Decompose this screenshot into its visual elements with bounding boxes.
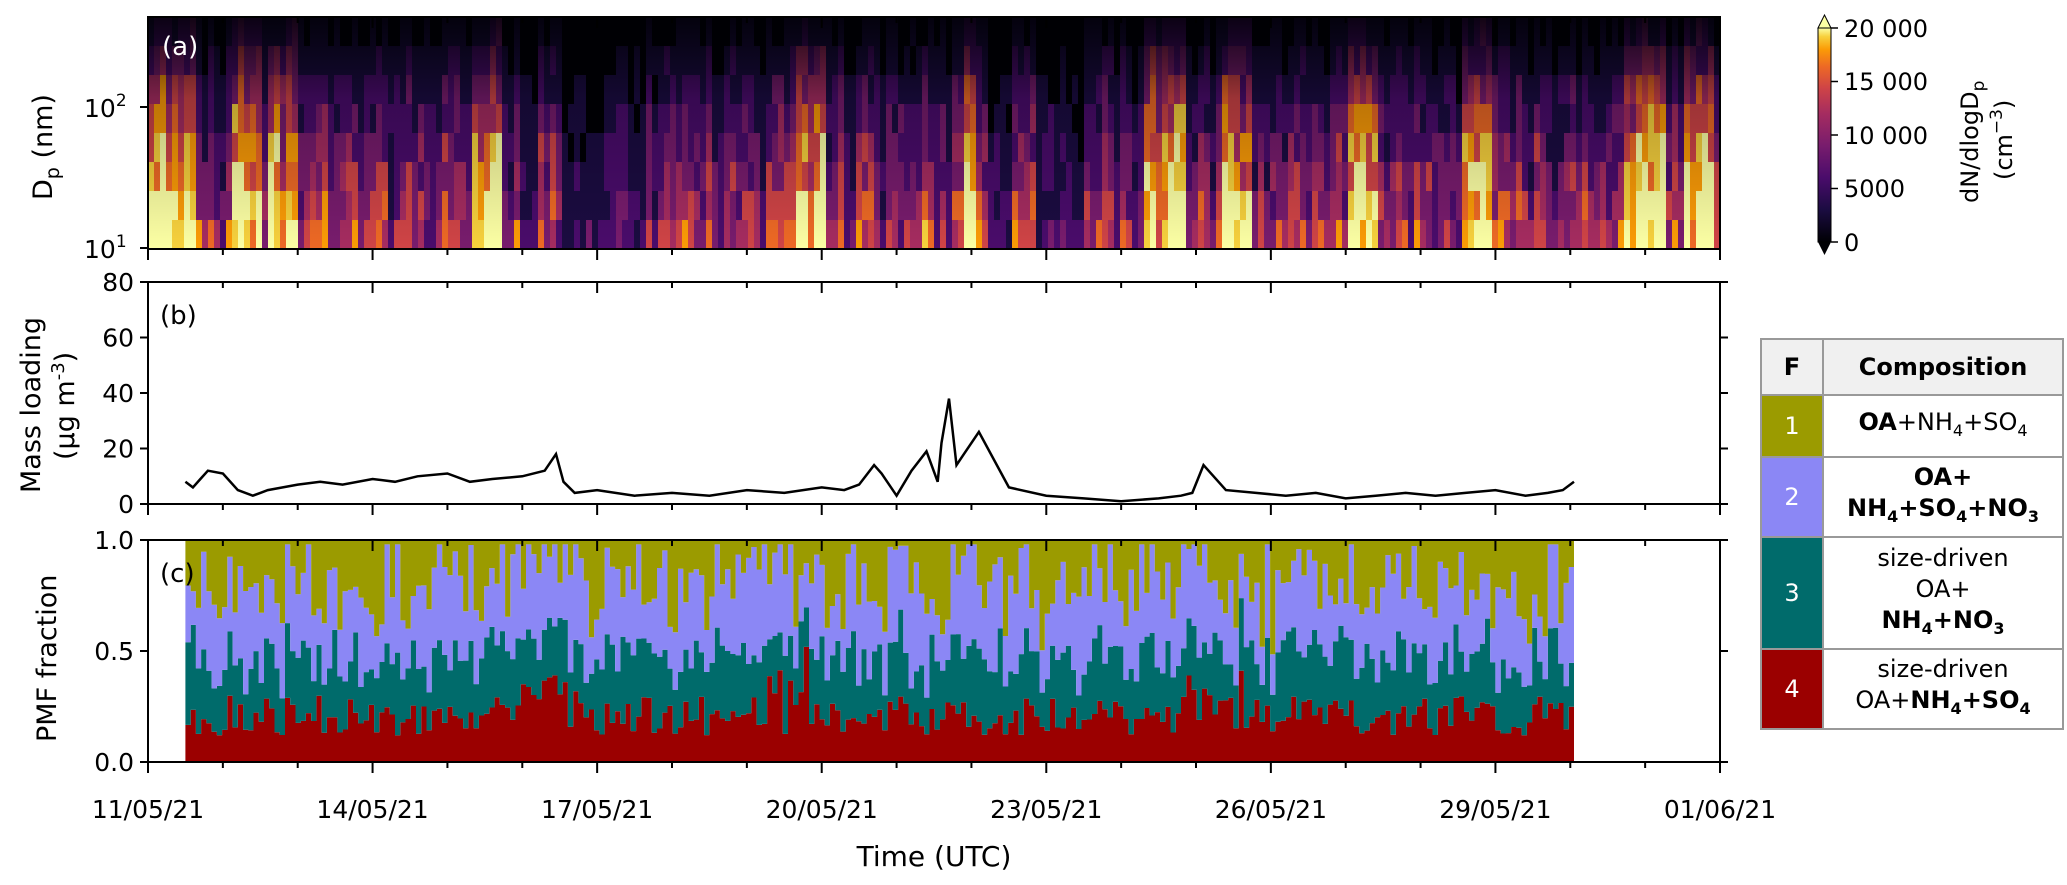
panel-a-label: (a) [162,32,198,62]
colorbar-ticks: 20 000 15 000 10 000 5000 0 [1831,15,1928,257]
panel-a-ylabel: Dp (nm) [28,94,64,200]
cbar-tick-5000: 5000 [1844,175,1905,203]
ytick-b-label: 20 [102,435,134,464]
pmf-fraction-areas [185,540,1574,762]
ylabel-c: PMF fraction [32,575,63,742]
ylabel-a-sub: p [42,167,64,179]
cbar-tick-20000: 20 000 [1844,15,1928,43]
panel-c: (c) 0.0 0.5 1.0 PMF fraction [32,526,1728,777]
panel-b-yticks: 0 20 40 60 80 [102,268,1728,519]
xtick-label: 17/05/21 [541,795,653,824]
legend-header-row: F Composition [1760,338,2064,396]
ytick-c-label: 0.5 [94,637,134,666]
x-axis: 11/05/21 14/05/21 17/05/21 20/05/21 23/05/21… [92,17,1776,824]
pmf-factor-3-area [185,598,1574,736]
legend-composition: OA+NH4+SO4 [1822,394,2064,458]
panel-b-label: (b) [160,301,197,331]
ylabel-b-line1: Mass loading [16,317,47,493]
legend-factor-swatch: 4 [1760,648,1824,730]
ytick-c-label: 1.0 [94,526,134,555]
colorbar-extend-top [1817,13,1832,29]
svg-text:Dp (nm): Dp (nm) [28,94,64,200]
colorbar-extend-bottom [1818,242,1831,255]
ytick-a-10e2: 102 [84,91,127,123]
legend-composition: size-driven OA+NH4+SO4 [1822,648,2064,730]
ytick-b-label: 0 [118,490,134,519]
xtick-label: 29/05/21 [1439,795,1551,824]
ytick-b-label: 40 [102,379,134,408]
pmf-factor-1-area [185,540,1574,655]
cbar-tick-15000: 15 000 [1844,68,1928,96]
pmf-factor-2-area [185,544,1574,699]
panel-a-yticks: 101 102 [84,91,148,264]
legend-row: 4 size-driven OA+NH4+SO4 [1760,648,2064,730]
cbar-tick-10000: 10 000 [1844,122,1928,150]
legend-factor-swatch: 3 [1760,536,1824,650]
legend-table: F Composition 1 OA+NH4+SO4 2 OA+ NH4+SO4+NO3… [1760,338,2064,730]
legend-row: 2 OA+ NH4+SO4+NO3 [1760,456,2064,538]
cbar-tick-0: 0 [1844,229,1859,257]
xtick-label: 14/05/21 [316,795,428,824]
panel-c-yticks: 0.0 0.5 1.0 [94,526,1728,777]
xtick-label: 20/05/21 [766,795,878,824]
legend-body: 1 OA+NH4+SO4 2 OA+ NH4+SO4+NO3 3 size-driven OA… [1760,394,2064,730]
legend-composition: size-driven OA+ NH4+NO3 [1822,536,2064,650]
colorbar-label-line2: (cm−3) [1987,100,2018,180]
legend-header-composition: Composition [1822,338,2064,396]
xtick-label: 11/05/21 [92,795,204,824]
ytick-b-label: 60 [102,324,134,353]
mass-loading-line-segment [184,398,1575,503]
legend-factor-swatch: 1 [1760,394,1824,458]
mass-loading-series [184,398,1720,503]
panel-a: (a) Dp (nm) 101 102 [28,16,1721,264]
legend-row: 1 OA+NH4+SO4 [1760,394,2064,458]
panel-b-frame [147,281,1721,505]
ylabel-b-line2: (µg m-3) [48,352,81,460]
ytick-c-label: 0.0 [94,748,134,777]
ylabel-a-main: D [28,179,59,200]
legend-composition: OA+ NH4+SO4+NO3 [1822,456,2064,538]
colorbar: 20 000 15 000 10 000 5000 0 dN/dlogDp (c… [1817,13,2018,257]
panel-a-frame [147,16,1721,250]
panel-c-label: (c) [160,559,195,589]
colorbar-label-line1: dN/dlogDp [1956,81,1989,203]
legend-header-f: F [1760,338,1824,396]
ylabel-a-unit: (nm) [28,94,59,167]
legend-factor-swatch: 2 [1760,456,1824,538]
colorbar-gradient [1818,28,1831,242]
panel-b: (b) 0 20 40 60 80 Mass loading (µg m-3) [16,268,1728,519]
xtick-label: 23/05/21 [990,795,1102,824]
x-axis-label: Time (UTC) [856,840,1012,873]
ytick-b-label: 80 [102,268,134,297]
xtick-label: 01/06/21 [1664,795,1776,824]
pmf-factor-4-area [185,646,1574,762]
legend-row: 3 size-driven OA+ NH4+NO3 [1760,536,2064,650]
ytick-a-10e1: 101 [84,232,127,264]
heatmap-upper-shading [148,17,1720,249]
xtick-label: 26/05/21 [1215,795,1327,824]
